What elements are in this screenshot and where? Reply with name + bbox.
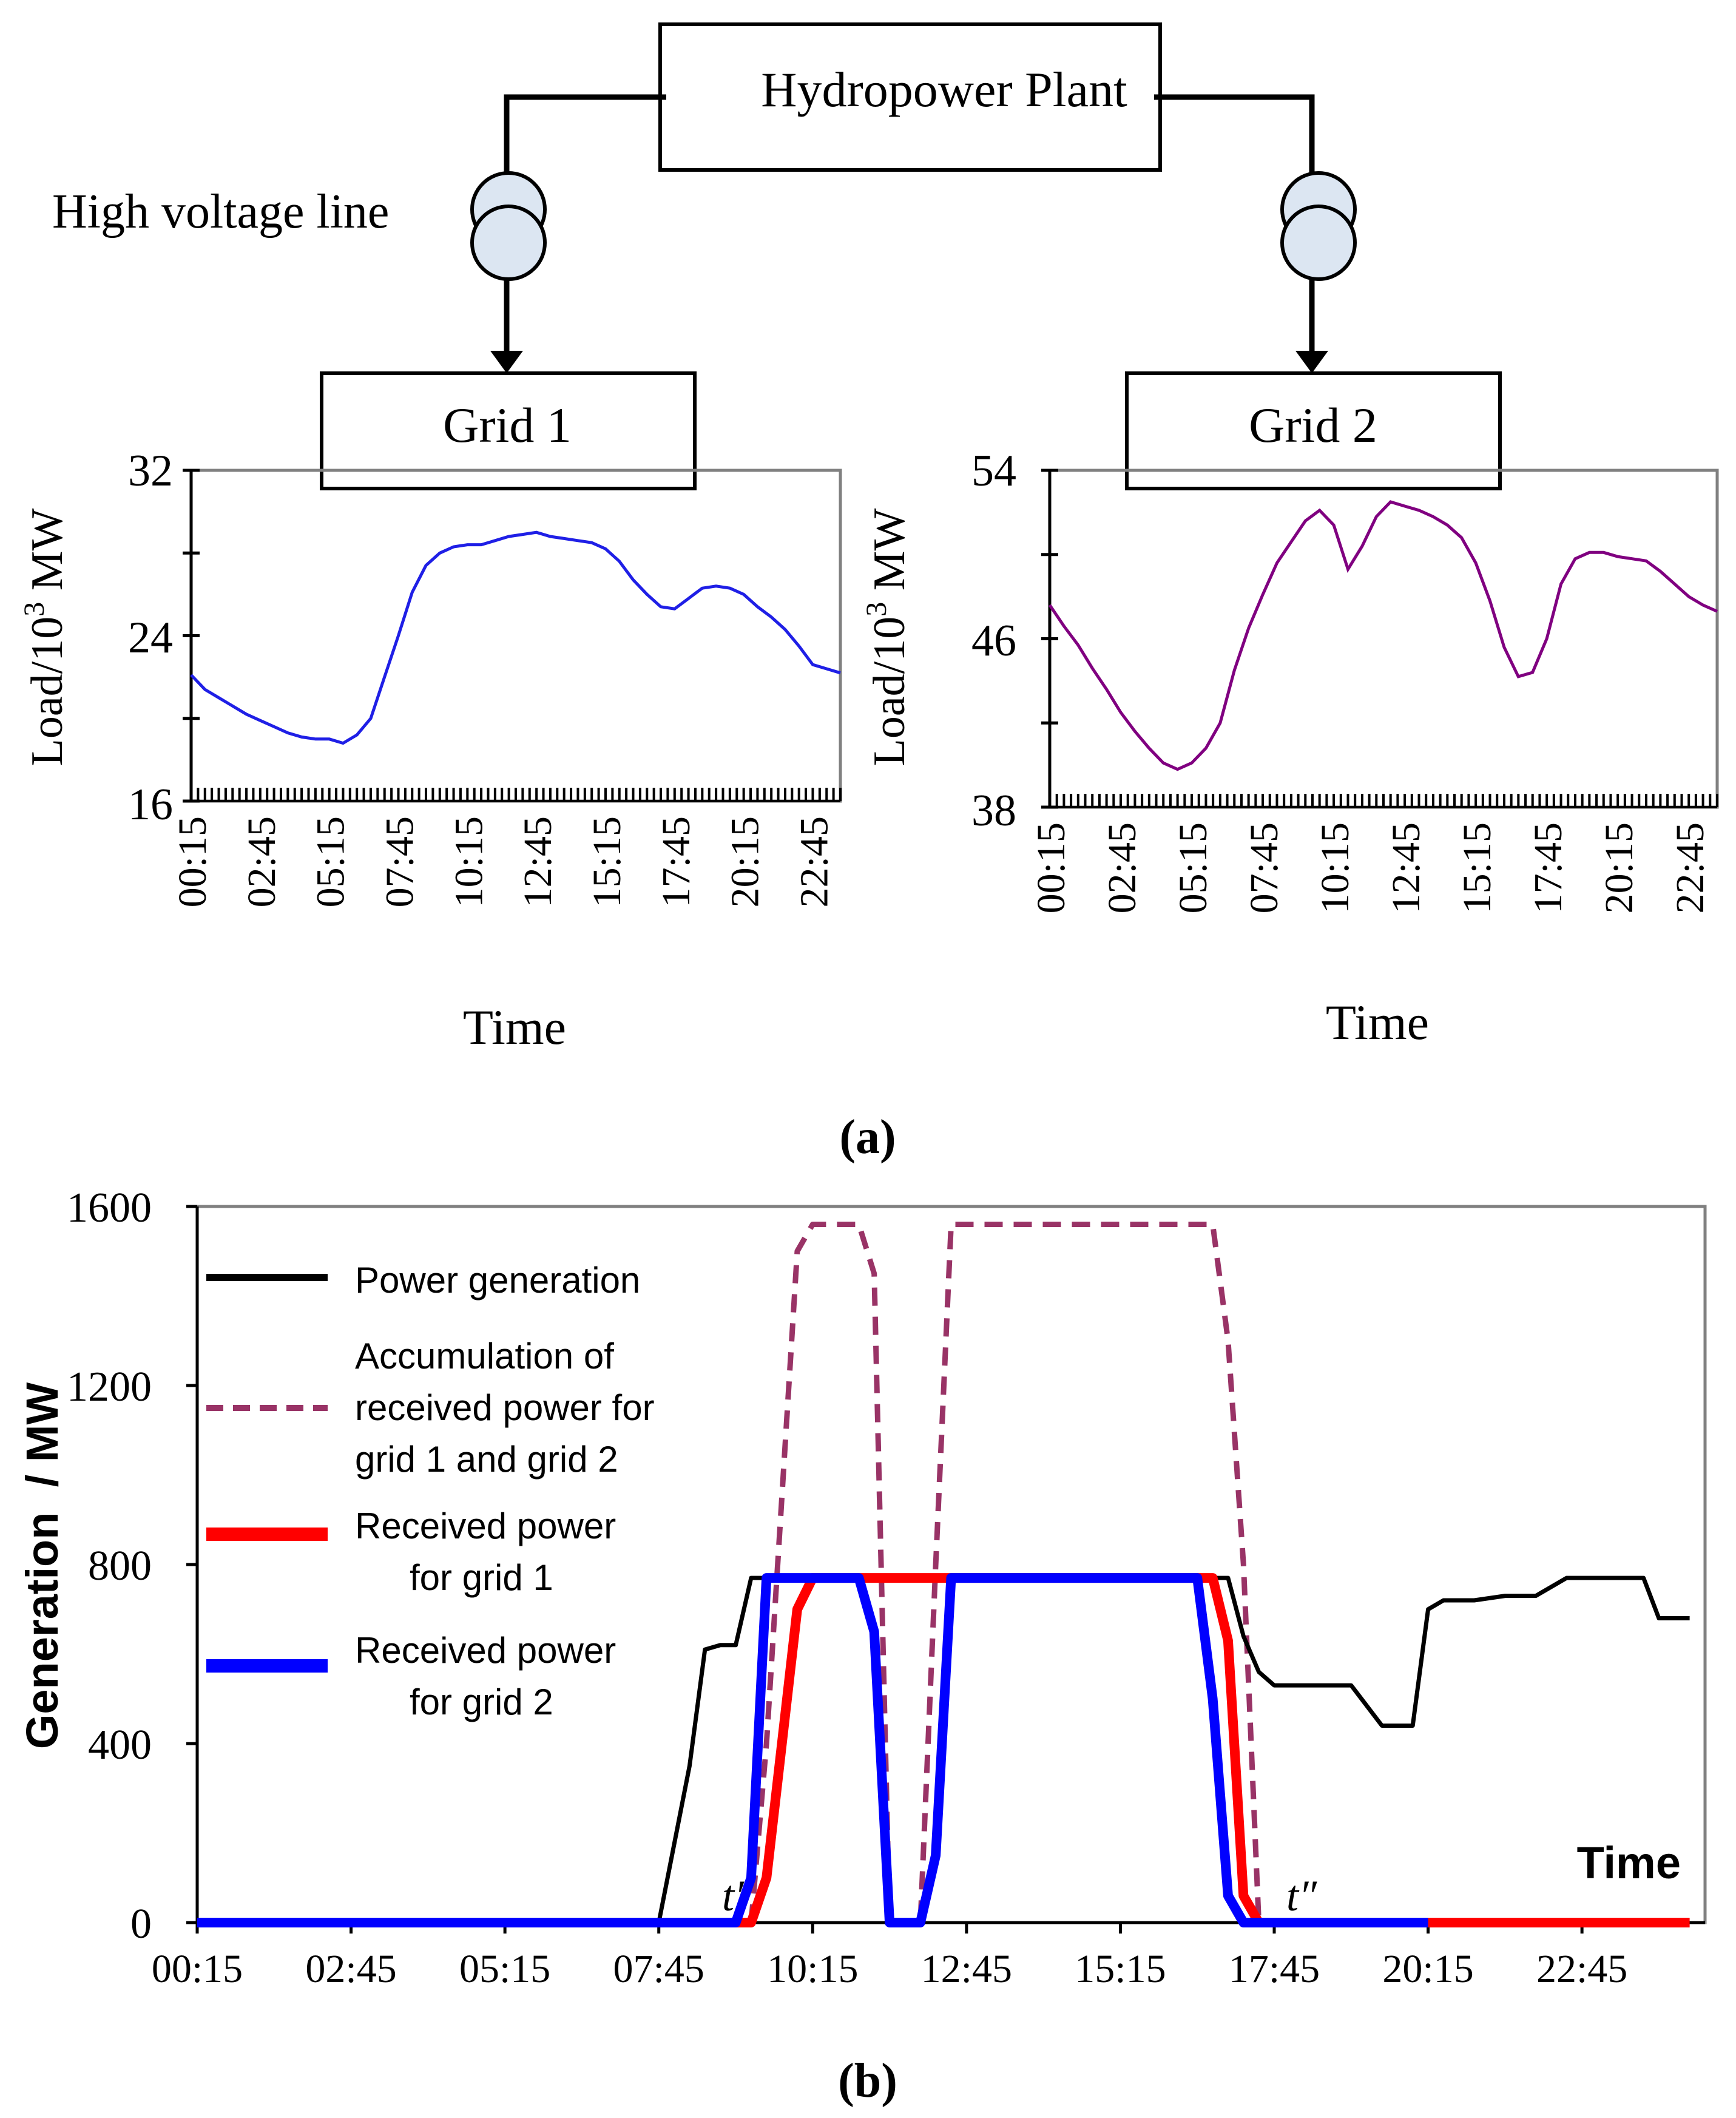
y-tick-label: 16 [128, 780, 173, 830]
chart-grid1-y-axis-label: Load/103 MW [18, 508, 72, 766]
chart-grid2-x-tick-labels: 00:15 02:45 05:15 07:45 10:15 12:45 15:15 17:45… [1029, 822, 1712, 913]
legend-label: grid 1 and grid 2 [355, 1439, 618, 1480]
legend-item-received-grid1: Received power for grid 1 [206, 1506, 616, 1598]
x-tick-label: 02:45 [1100, 822, 1144, 913]
chart-grid2-frame [1048, 469, 1719, 809]
y-tick-label: 24 [128, 613, 173, 663]
x-tick-label: 12:45 [516, 816, 560, 907]
grid2-label: Grid 2 [1249, 398, 1377, 453]
chart-grid1-frame [189, 469, 842, 803]
y-tick-label: 32 [128, 446, 173, 496]
x-tick-label: 12:45 [1384, 822, 1428, 913]
x-tick-label: 00:15 [1029, 822, 1073, 913]
x-tick-label: 10:15 [767, 1947, 858, 1991]
y-tick-label: 0 [130, 1901, 152, 1947]
transformer-icon-right [1280, 171, 1357, 281]
x-tick-label: 02:45 [305, 1947, 396, 1991]
x-tick-label: 05:15 [1171, 822, 1215, 913]
chart-generation-x-axis-label: Time [1577, 1838, 1681, 1888]
x-tick-label: 07:45 [613, 1947, 704, 1991]
chart-grid1-x-axis-label: Time [463, 1000, 566, 1055]
x-tick-label: 07:45 [1242, 822, 1286, 913]
x-tick-label: 10:15 [1313, 822, 1357, 913]
chart-grid1-y-tick-labels: 16 24 32 [128, 446, 173, 830]
x-tick-label: 02:45 [240, 816, 284, 907]
left-line-top [504, 94, 666, 182]
caption-a: (a) [839, 1111, 896, 1164]
chart-grid1-load: 16 24 32 00:15 02:45 05:15 07:45 10:15 12:45 1… [18, 446, 842, 1055]
chart-generation-y-tick-labels: 0 400 800 1200 1600 [67, 1185, 152, 1947]
arrow-down-icon-right [1295, 351, 1328, 373]
arrow-down-icon-left [490, 351, 523, 373]
transformer-icon-left [470, 171, 547, 281]
legend-label: Accumulation of [355, 1336, 614, 1376]
x-tick-label: 00:15 [152, 1947, 243, 1991]
chart-generation-y-axis-label: Generation / MW [17, 1382, 67, 1750]
chart-grid2-x-axis-label: Time [1326, 995, 1429, 1050]
x-tick-label: 20:15 [1382, 1947, 1473, 1991]
legend-item-accumulation: Accumulation of received power for grid … [206, 1336, 655, 1480]
chart-grid2-y-tick-labels: 38 46 54 [971, 446, 1016, 836]
chart-generation-x-tick-labels: 00:15 02:45 05:15 07:45 10:15 12:45 15:15 17:45… [152, 1947, 1627, 1991]
x-tick-label: 20:15 [1597, 822, 1641, 913]
x-tick-label: 05:15 [309, 816, 353, 907]
legend-label: Received power [355, 1506, 616, 1546]
legend-label: Power generation [355, 1260, 640, 1301]
plant-box [658, 22, 1162, 172]
chart-grid2-load: 38 46 54 00:15 02:45 05:15 07:45 10:15 12:45 1… [860, 446, 1719, 1050]
x-tick-label: 12:45 [921, 1947, 1012, 1991]
legend-label: Received power [355, 1630, 616, 1671]
right-line-top [1154, 94, 1315, 193]
x-tick-label: 07:45 [377, 816, 422, 907]
plant-label: Hydropower Plant [761, 62, 1127, 117]
legend-label: for grid 2 [410, 1682, 553, 1722]
x-tick-label: 17:45 [1526, 822, 1570, 913]
x-tick-label: 20:15 [723, 816, 768, 907]
x-tick-label: 22:45 [792, 816, 836, 907]
chart-grid1-series-line [190, 530, 841, 745]
caption-b: (b) [838, 2054, 897, 2108]
x-tick-label: 05:15 [459, 1947, 550, 1991]
x-tick-label: 15:15 [1455, 822, 1499, 913]
y-tick-label: 54 [971, 446, 1016, 496]
y-tick-label: 1600 [67, 1185, 152, 1231]
series-received-grid2 [197, 1573, 1428, 1927]
y-tick-label: 38 [971, 786, 1016, 836]
chart-generation: 0 400 800 1200 1600 00:15 02:45 05:15 07:45… [17, 1185, 1707, 1991]
annotation-t-prime: t′ [722, 1872, 745, 1920]
x-tick-label: 15:15 [585, 816, 629, 907]
x-tick-label: 00:15 [171, 816, 215, 907]
x-tick-label: 22:45 [1668, 822, 1712, 913]
chart-generation-series [197, 1222, 1690, 1927]
chart-grid1-x-tick-labels: 00:15 02:45 05:15 07:45 10:15 12:45 15:15 17:45… [171, 816, 836, 907]
x-tick-label: 17:45 [654, 816, 698, 907]
x-tick-label: 17:45 [1229, 1947, 1320, 1991]
x-tick-label: 10:15 [447, 816, 491, 907]
x-tick-label: 15:15 [1075, 1947, 1166, 1991]
chart-grid1-axes [183, 469, 842, 803]
legend-label: for grid 1 [410, 1557, 553, 1598]
chart-grid2-axes [1041, 469, 1718, 809]
series-power-generation [197, 1575, 1690, 1925]
legend-item-received-grid2: Received power for grid 2 [206, 1630, 616, 1722]
legend-label: received power for [355, 1387, 655, 1428]
legend: Power generation Accumulation of receive… [206, 1260, 655, 1722]
chart-grid2-y-axis-label: Load/103 MW [860, 508, 914, 766]
grid1-label: Grid 1 [443, 398, 572, 453]
y-tick-label: 800 [88, 1543, 152, 1589]
y-tick-label: 400 [88, 1722, 152, 1768]
y-tick-label: 46 [971, 616, 1016, 666]
y-tick-label: 1200 [67, 1364, 152, 1410]
legend-item-power-generation: Power generation [206, 1260, 640, 1301]
power-diagram: Hydropower Plant High voltage line Grid … [52, 22, 1502, 490]
chart-grid2-series-line [1048, 500, 1718, 771]
x-tick-label: 22:45 [1536, 1947, 1627, 1991]
line-label: High voltage line [52, 185, 389, 239]
annotation-t-double-prime: t″ [1286, 1872, 1317, 1920]
